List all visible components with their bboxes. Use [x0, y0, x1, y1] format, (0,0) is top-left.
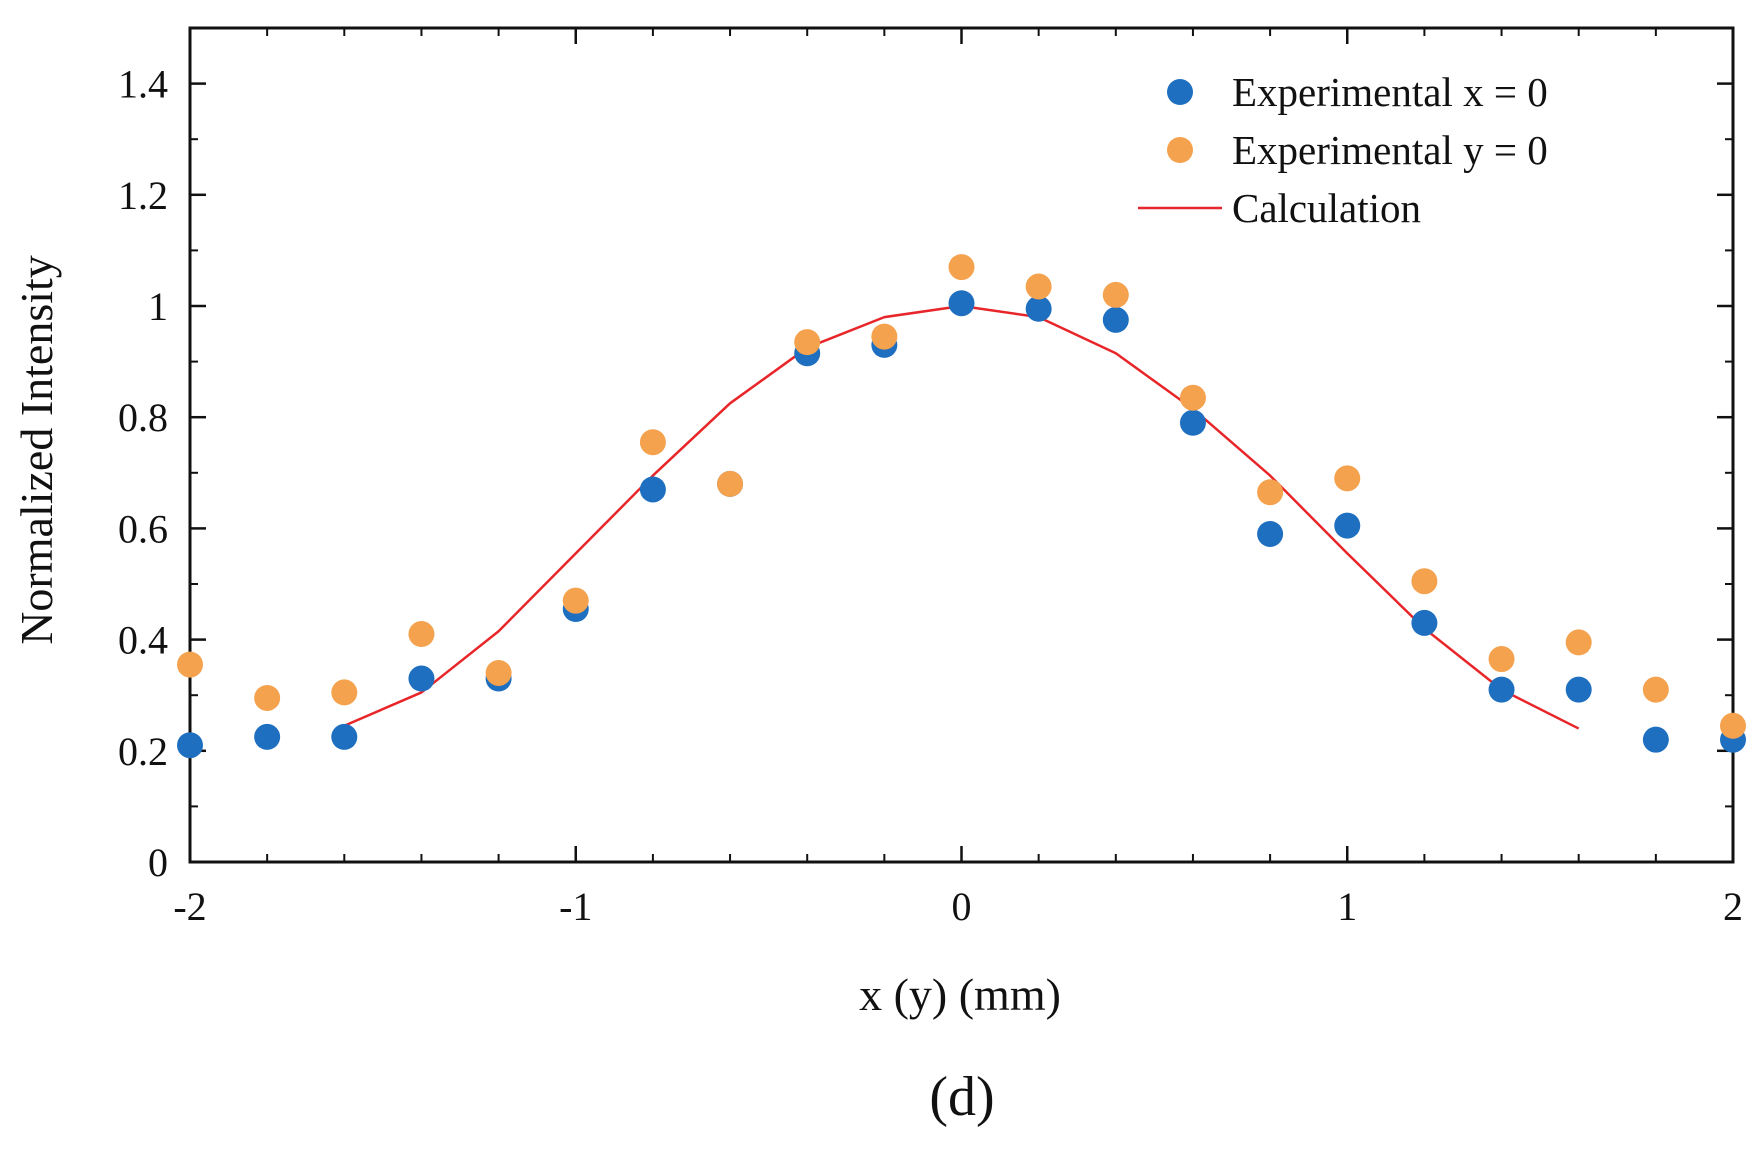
line-layer: [343, 304, 1580, 730]
legend-label: Experimental y = 0: [1232, 127, 1548, 173]
data-point-y0: [485, 659, 512, 686]
data-point-x0: [1102, 306, 1129, 333]
data-point-y0: [408, 621, 435, 648]
data-point-x0: [1334, 512, 1361, 539]
y-tick-label: 0.6: [118, 506, 168, 551]
data-point-y0: [1565, 629, 1592, 656]
data-point-y0: [717, 470, 744, 497]
data-point-y0: [1720, 712, 1746, 739]
data-point-y0: [177, 651, 203, 678]
data-point-y0: [794, 329, 821, 356]
x-tick-label: 0: [952, 884, 972, 929]
x-tick-label: 2: [1723, 884, 1743, 929]
calculation-line: [343, 304, 1580, 730]
legend-label: Experimental x = 0: [1232, 69, 1548, 115]
data-point-x0: [331, 723, 358, 750]
data-point-y0: [1102, 281, 1129, 308]
y-tick-label: 1.4: [118, 62, 168, 107]
legend-label: Calculation: [1232, 185, 1421, 231]
data-point-x0: [1565, 676, 1592, 703]
data-point-y0: [562, 587, 589, 614]
y-tick-label: 0.8: [118, 395, 168, 440]
data-point-y0: [1411, 568, 1438, 595]
data-point-y0: [1257, 479, 1284, 506]
data-point-y0: [1334, 465, 1361, 492]
data-point-x0: [1411, 609, 1438, 636]
y-axis-title: Normalized Intensity: [11, 255, 62, 645]
x-tick-label: 1: [1337, 884, 1357, 929]
x-axis-title: x (y) (mm): [859, 969, 1061, 1020]
legend: Experimental x = 0 Experimental y = 0 Calc…: [1138, 69, 1548, 231]
x-tick-label: -2: [173, 884, 206, 929]
data-point-x0: [639, 476, 666, 503]
x-tick-label: -1: [559, 884, 592, 929]
data-point-y0: [1488, 646, 1515, 673]
axes-layer: -2 -1 0 1 2 0 0.2 0.4 0.6 0.8 1 1.2 1.4: [118, 26, 1743, 929]
data-point-x0: [1642, 726, 1669, 753]
legend-marker: [1167, 137, 1193, 163]
y-tick-label: 0: [148, 840, 168, 885]
y-tick-label: 1: [148, 284, 168, 329]
data-point-y0: [948, 254, 975, 281]
data-point-x0: [408, 665, 435, 692]
data-point-y0: [331, 679, 358, 706]
data-point-x0: [1488, 676, 1515, 703]
legend-marker: [1167, 79, 1193, 105]
y-tick-label: 0.4: [118, 618, 168, 663]
data-point-x0: [254, 723, 281, 750]
y-tick-label: 0.2: [118, 729, 168, 774]
point-layer: [177, 254, 1746, 759]
data-point-y0: [871, 323, 898, 350]
data-point-x0: [1257, 520, 1284, 547]
data-point-y0: [254, 684, 281, 711]
data-point-y0: [1025, 273, 1052, 300]
data-point-x0: [948, 290, 975, 317]
figure-caption: (d): [929, 1066, 994, 1128]
data-point-x0: [177, 732, 203, 759]
data-point-x0: [1025, 295, 1052, 322]
data-point-y0: [639, 429, 666, 456]
data-point-x0: [1179, 409, 1206, 436]
y-tick-label: 1.2: [118, 173, 168, 218]
data-point-y0: [1642, 676, 1669, 703]
data-point-y0: [1179, 384, 1206, 411]
